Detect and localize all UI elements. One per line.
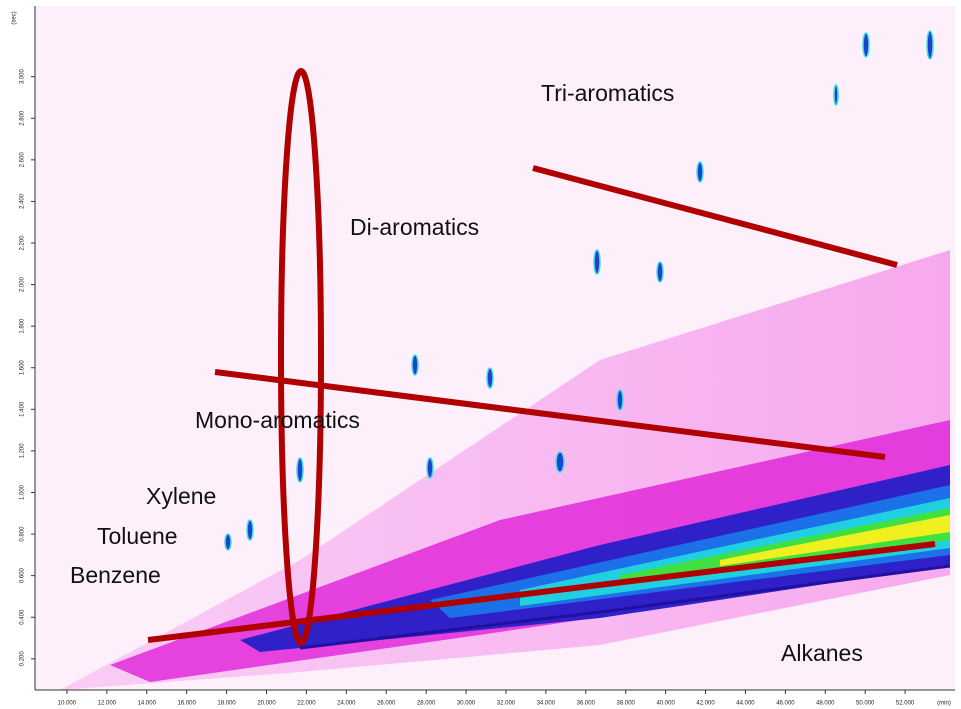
annotation: Tri-aromatics — [541, 80, 674, 106]
x-tick-label: 32.000 — [497, 701, 516, 707]
x-tick-label: 12.000 — [98, 701, 117, 707]
y-tick-label: 0.400 — [20, 609, 26, 625]
y-tick-label: 0.200 — [20, 651, 26, 667]
annotation: Di-aromatics — [350, 214, 479, 240]
x-tick-label: 18.000 — [217, 701, 236, 707]
y-tick-label: 2.800 — [20, 110, 26, 126]
x-tick-label: 14.000 — [138, 701, 157, 707]
y-tick-label: 1.000 — [20, 484, 26, 500]
x-tick-label: 40.000 — [656, 701, 675, 707]
y-tick-label: 0.600 — [20, 567, 26, 583]
y-axis-label: (sec) — [12, 11, 18, 24]
x-tick-label: 34.000 — [537, 701, 556, 707]
x-tick-label: 36.000 — [577, 701, 596, 707]
x-tick-label: 42.000 — [696, 701, 715, 707]
y-tick-label: 1.400 — [20, 401, 26, 417]
x-tick-label: 28.000 — [417, 701, 436, 707]
x-tick-label: 24.000 — [337, 701, 356, 707]
annotation: Alkanes — [781, 640, 863, 666]
y-tick-label: 0.800 — [20, 526, 26, 542]
y-tick-label: 1.200 — [20, 443, 26, 459]
x-tick-label: 50.000 — [856, 701, 875, 707]
x-tick-label: 20.000 — [257, 701, 276, 707]
y-tick-label: 2.600 — [20, 152, 26, 168]
annotation: Toluene — [97, 523, 178, 549]
x-tick-label: 16.000 — [177, 701, 196, 707]
x-tick-label: 52.000 — [896, 701, 915, 707]
x-axis-label: (min) — [937, 701, 951, 707]
annotation: Benzene — [70, 562, 161, 588]
x-tick-label: 46.000 — [776, 701, 795, 707]
x-tick-label: 10.000 — [58, 701, 77, 707]
y-tick-label: 3.000 — [20, 69, 26, 85]
x-tick-label: 30.000 — [457, 701, 476, 707]
y-tick-label: 2.400 — [20, 193, 26, 209]
y-tick-label: 1.800 — [20, 318, 26, 334]
y-tick-label: 2.200 — [20, 235, 26, 251]
x-tick-label: 44.000 — [736, 701, 755, 707]
x-tick-label: 22.000 — [297, 701, 316, 707]
annotation: Xylene — [146, 483, 216, 509]
y-tick-label: 1.600 — [20, 360, 26, 376]
y-tick-label: 2.000 — [20, 276, 26, 292]
x-tick-label: 48.000 — [816, 701, 835, 707]
x-tick-label: 38.000 — [617, 701, 636, 707]
annotation: Mono-aromatics — [195, 407, 360, 433]
chart: (min) (sec) 10.000 12.000 14.000 16.000 18.0… — [0, 0, 961, 709]
x-tick-label: 26.000 — [377, 701, 396, 707]
